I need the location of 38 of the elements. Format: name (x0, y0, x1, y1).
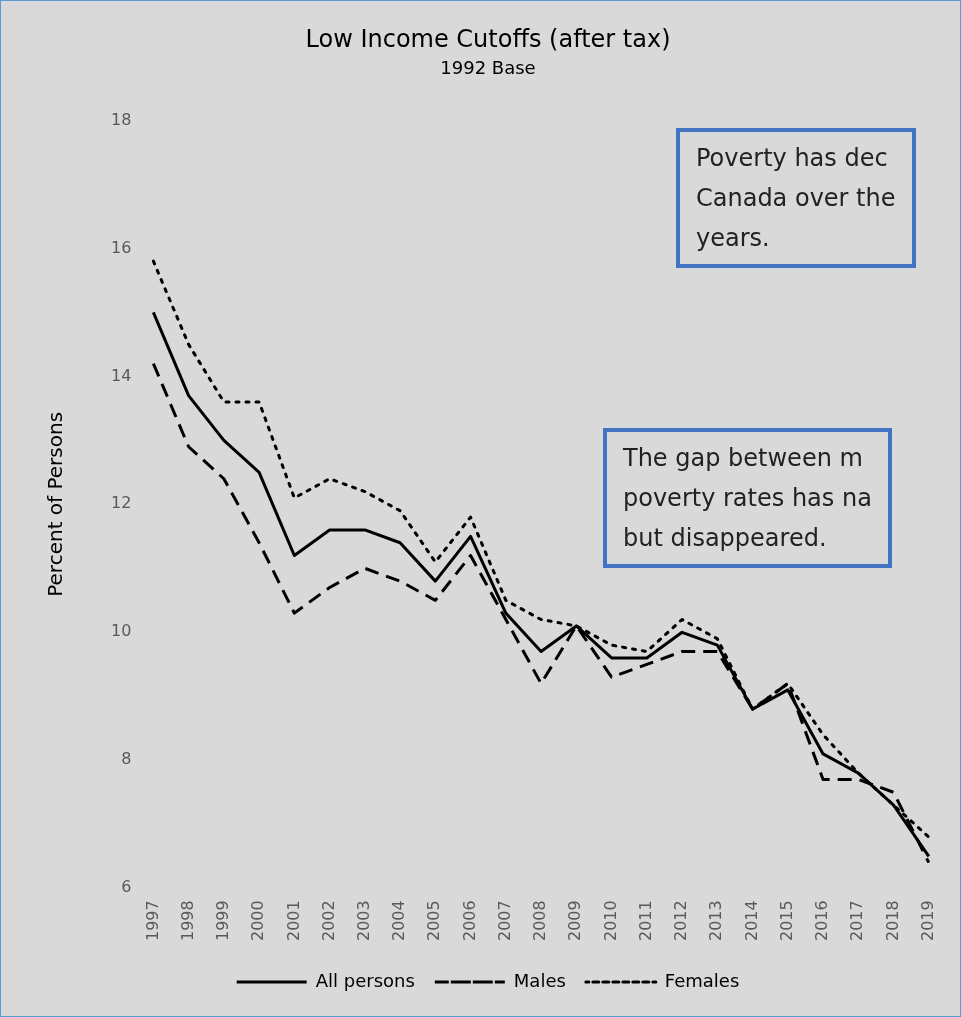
x-tick-label: 2015 (776, 900, 796, 941)
legend-label: Females (664, 969, 740, 991)
x-tick-label: 2016 (812, 900, 832, 941)
y-axis-title: Percent of Persons (43, 411, 68, 597)
x-tick-label: 2018 (882, 900, 902, 941)
x-tick-label: 2019 (917, 900, 937, 941)
y-tick-label: 16 (111, 237, 132, 257)
chart-title: Low Income Cutoffs (after tax) (305, 24, 671, 53)
x-tick-label: 2013 (706, 900, 726, 941)
x-tick-label: 2005 (424, 900, 444, 941)
x-tick-label: 1999 (213, 900, 233, 941)
x-tick-label: 2010 (600, 900, 620, 941)
x-tick-label: 2007 (494, 900, 514, 941)
chart-subtitle: 1992 Base (440, 57, 536, 79)
x-tick-label: 2014 (741, 900, 761, 941)
x-tick-label: 2000 (248, 900, 268, 941)
legend-label: Males (513, 969, 566, 991)
y-tick-label: 18 (111, 109, 132, 129)
x-tick-label: 2006 (459, 900, 479, 941)
y-tick-label: 12 (111, 493, 132, 513)
x-tick-label: 2001 (283, 900, 303, 941)
x-tick-label: 2008 (530, 900, 550, 941)
x-tick-label: 2003 (354, 900, 373, 941)
x-tick-label: 2009 (565, 900, 585, 941)
annotation: Poverty has dec Canada over the years. (676, 128, 916, 268)
x-tick-label: 2004 (389, 900, 409, 941)
x-tick-label: 2002 (318, 900, 338, 941)
y-tick-label: 6 (121, 877, 132, 897)
x-tick-label: 2012 (671, 900, 691, 941)
x-tick-label: 2017 (847, 900, 867, 941)
y-tick-label: 10 (111, 621, 132, 641)
x-tick-label: 1997 (142, 900, 162, 941)
x-tick-label: 2011 (635, 900, 655, 941)
x-tick-label: 1998 (177, 900, 197, 941)
y-tick-label: 14 (111, 365, 132, 385)
legend-label: All persons (315, 969, 415, 991)
annotation: The gap between m poverty rates has na but disappeared. (603, 428, 892, 568)
y-tick-label: 8 (121, 749, 132, 769)
